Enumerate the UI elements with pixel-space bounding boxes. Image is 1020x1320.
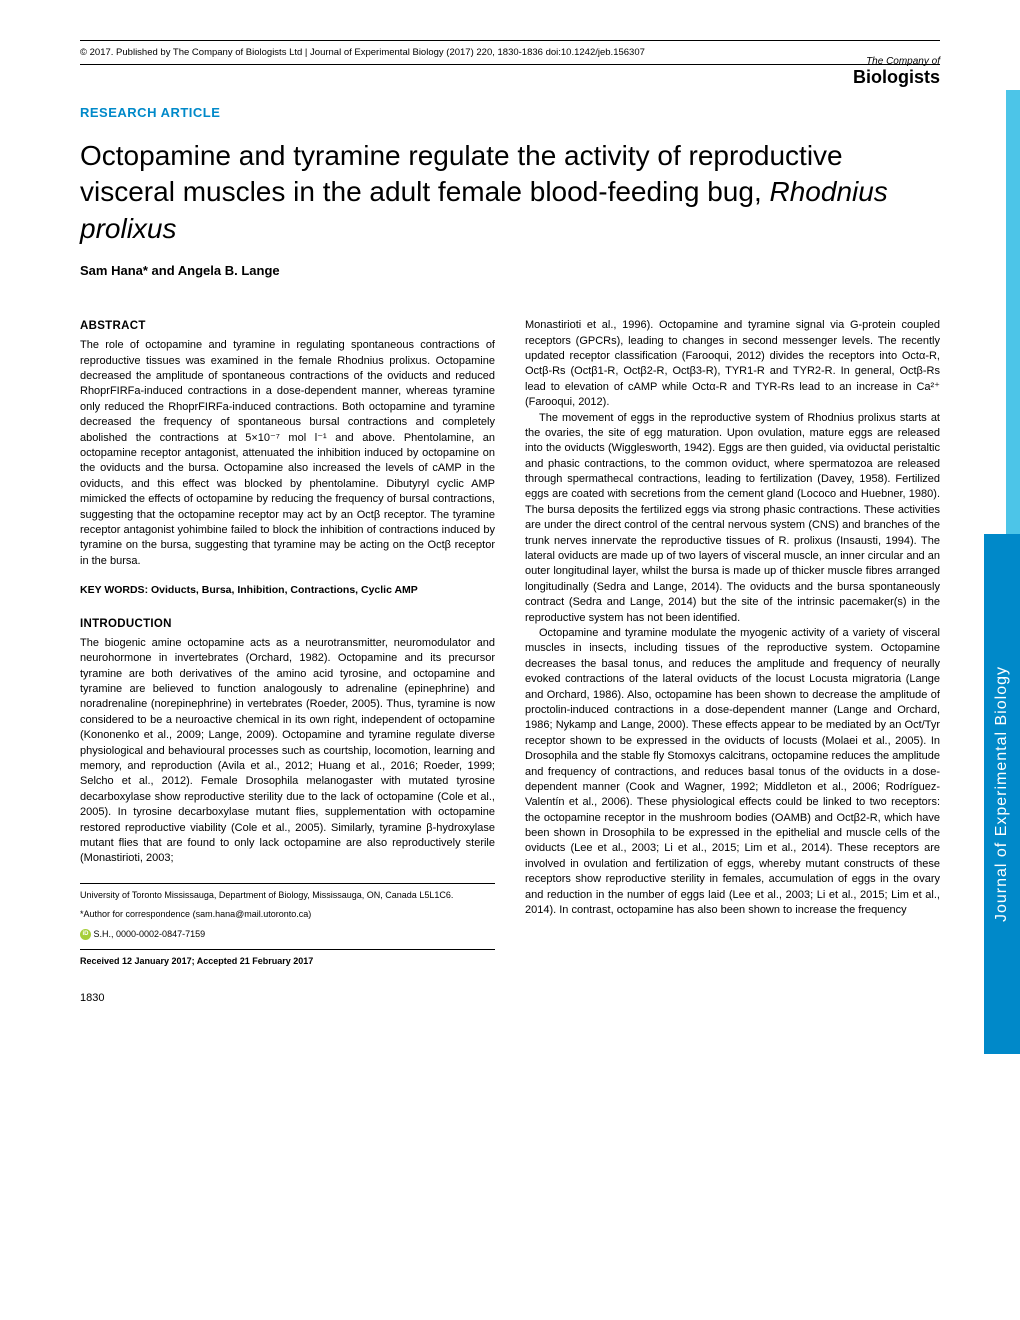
article-title: Octopamine and tyramine regulate the act… <box>80 138 940 247</box>
page-container: © 2017. Published by The Company of Biol… <box>0 0 1020 1054</box>
publisher-logo: The Company of Biologists <box>853 56 940 88</box>
introduction-para1: The biogenic amine octopamine acts as a … <box>80 636 495 867</box>
orcid-icon <box>80 929 91 940</box>
left-column: ABSTRACT The role of octopamine and tyra… <box>80 318 495 967</box>
introduction-heading: INTRODUCTION <box>80 616 495 632</box>
received-accepted-text: Received 12 January 2017; Accepted 21 Fe… <box>80 949 495 968</box>
content-columns: ABSTRACT The role of octopamine and tyra… <box>80 318 940 967</box>
abstract-body: The role of octopamine and tyramine in r… <box>80 338 495 569</box>
affiliation-text: University of Toronto Mississauga, Depar… <box>80 890 495 902</box>
article-type-label: RESEARCH ARTICLE <box>80 105 940 120</box>
right-column: Monastirioti et al., 1996). Octopamine a… <box>525 318 940 967</box>
logo-company-text: The Company of <box>866 56 940 67</box>
abstract-heading: ABSTRACT <box>80 318 495 334</box>
keywords-line: KEY WORDS: Oviducts, Bursa, Inhibition, … <box>80 583 495 598</box>
correspondence-text: *Author for correspondence (sam.hana@mai… <box>80 909 495 921</box>
page-number: 1830 <box>80 992 940 1004</box>
author-names: Sam Hana* and Angela B. Lange <box>80 263 940 278</box>
header-bar: © 2017. Published by The Company of Biol… <box>80 40 940 65</box>
copyright-text: © 2017. Published by The Company of Biol… <box>80 47 645 58</box>
col2-para3: Octopamine and tyramine modulate the myo… <box>525 626 940 918</box>
orcid-line: S.H., 0000-0002-0847-7159 <box>80 929 495 941</box>
col2-para2: The movement of eggs in the reproductive… <box>525 411 940 626</box>
footer-section: University of Toronto Mississauga, Depar… <box>80 883 495 968</box>
logo-biologists-text: Biologists <box>853 67 940 87</box>
title-main: Octopamine and tyramine regulate the act… <box>80 140 843 207</box>
orcid-text: S.H., 0000-0002-0847-7159 <box>94 929 206 939</box>
col2-para1: Monastirioti et al., 1996). Octopamine a… <box>525 318 940 410</box>
